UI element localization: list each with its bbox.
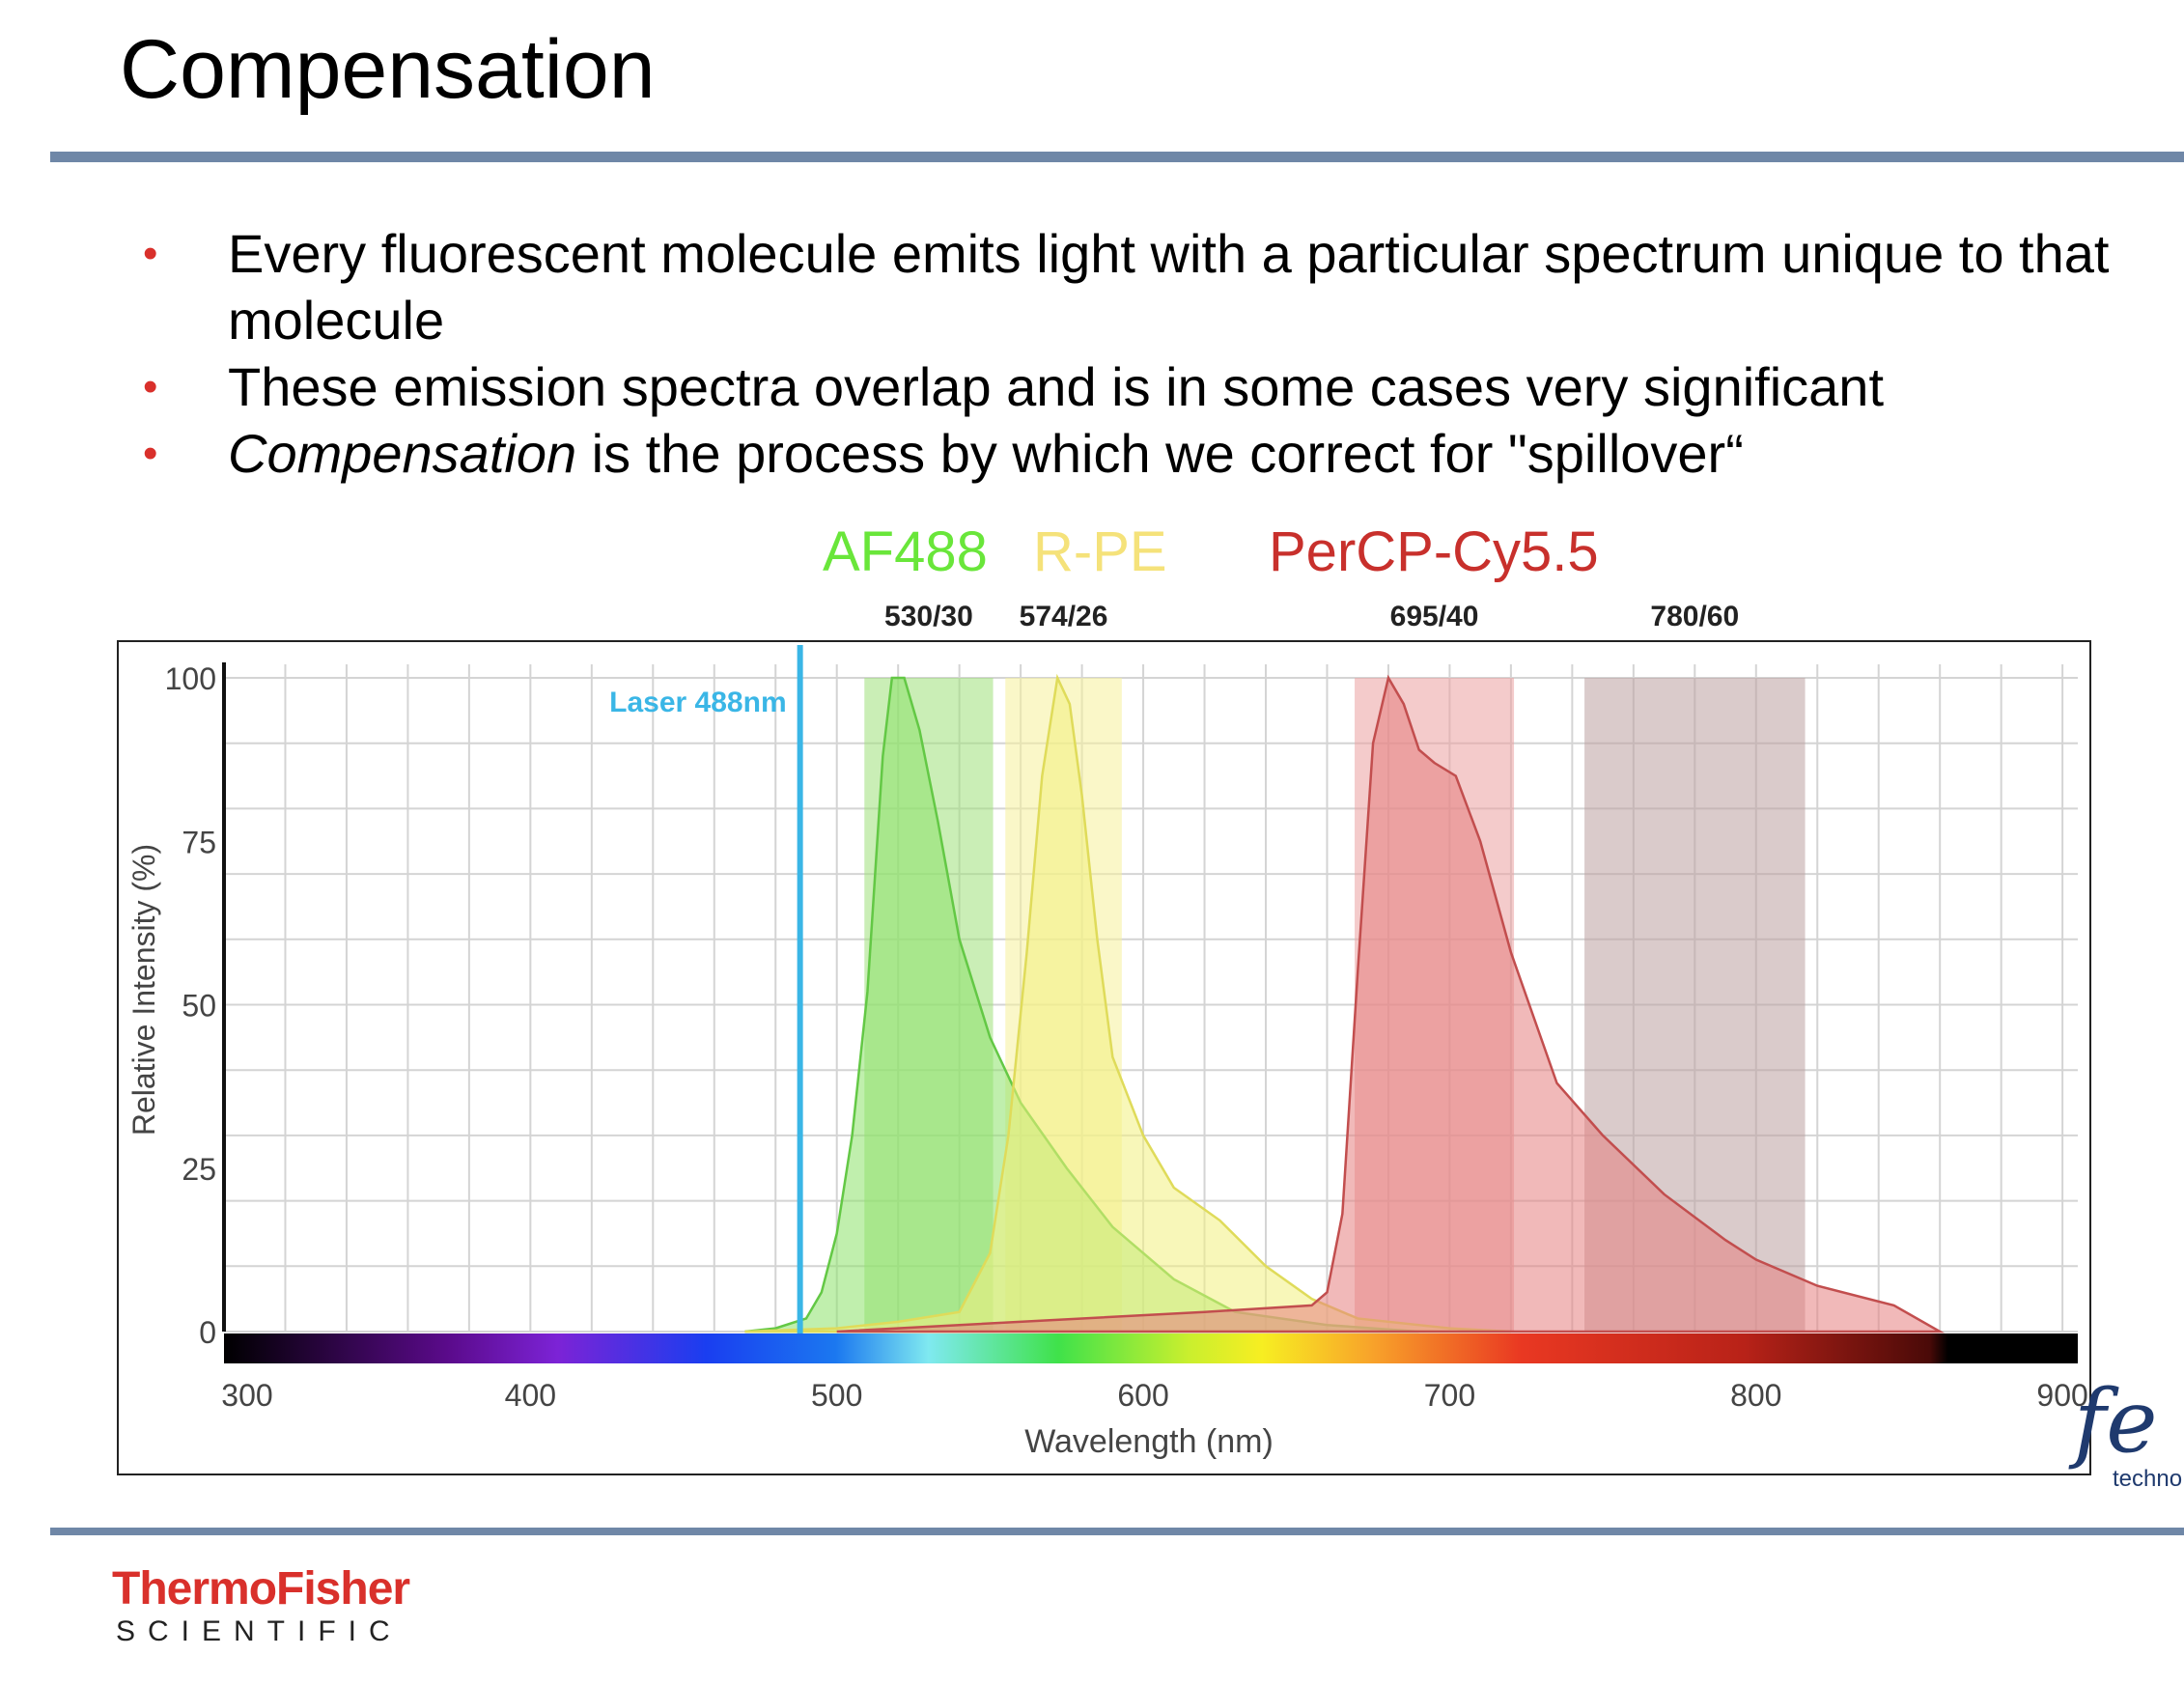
legend-percp: PerCP-Cy5.5 (1269, 520, 1599, 583)
title-divider (50, 152, 2184, 162)
slide-title: Compensation (120, 23, 656, 116)
life-technologies-logo: fe (2074, 1371, 2158, 1473)
footer-divider (50, 1528, 2184, 1535)
bullet-text: These emission spectra overlap and is in… (228, 356, 1884, 417)
brand-name: ThermoFisher (112, 1563, 410, 1614)
thermo-fisher-logo: ThermoFisher SCIENTIFIC (112, 1563, 410, 1649)
filter-label: 695/40 (1390, 601, 1479, 632)
series-area-percp-cy5-5 (836, 674, 1945, 1333)
bullet-list: • Every fluorescent molecule emits light … (143, 220, 2161, 487)
bullet-dot: • (143, 230, 158, 277)
bullet-item: • These emission spectra overlap and is i… (143, 353, 2161, 420)
x-tick-label: 300 (221, 1378, 272, 1413)
wavelength-spectrum-bar (224, 1333, 2078, 1363)
legend-rpe: R-PE (1033, 520, 1167, 583)
x-tick-label: 900 (2036, 1378, 2087, 1413)
x-axis-label: Wavelength (nm) (1024, 1423, 1274, 1460)
bullet-text: is the process by which we correct for "… (576, 423, 1744, 484)
legend-af488: AF488 (823, 520, 988, 583)
bullet-emphasis: Compensation (228, 423, 577, 484)
x-tick-label: 600 (1117, 1378, 1168, 1413)
y-axis-label: Relative Intensity (%) (126, 844, 161, 1136)
laser-label: Laser 488nm (609, 687, 786, 718)
x-tick-label: 800 (1730, 1378, 1781, 1413)
y-tick-label: 100 (165, 661, 216, 696)
x-tick-label: 400 (505, 1378, 556, 1413)
y-tick-label: 0 (199, 1315, 216, 1350)
bullet-dot: • (143, 363, 158, 410)
y-tick-label: 75 (182, 825, 216, 859)
bullet-item: • Every fluorescent molecule emits light … (143, 220, 2161, 353)
x-tick-label: 700 (1424, 1378, 1475, 1413)
life-technologies-text: techno (2113, 1466, 2183, 1492)
brand-sub: SCIENTIFIC (116, 1615, 403, 1647)
y-tick-label: 25 (182, 1152, 216, 1187)
filter-label: 574/26 (1020, 601, 1108, 632)
bullet-dot: • (143, 430, 158, 477)
bullet-text: Every fluorescent molecule emits light w… (228, 223, 2110, 351)
x-tick-label: 500 (811, 1378, 862, 1413)
filter-label: 530/30 (884, 601, 973, 632)
y-tick-label: 50 (182, 989, 216, 1024)
filter-label: 780/60 (1650, 601, 1739, 632)
bullet-item: • Compensation is the process by which we… (143, 420, 2161, 487)
